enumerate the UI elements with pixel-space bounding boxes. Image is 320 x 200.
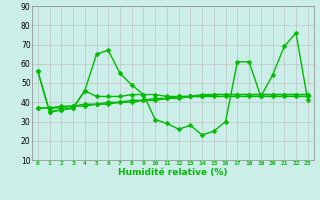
X-axis label: Humidité relative (%): Humidité relative (%) — [118, 168, 228, 177]
